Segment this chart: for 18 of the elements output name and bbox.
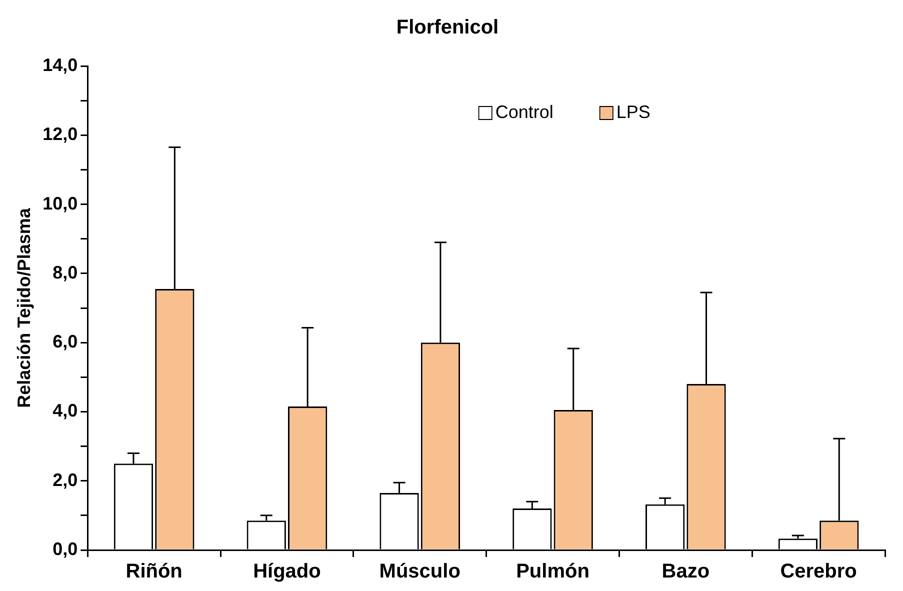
- x-tick-label: Bazo: [662, 560, 710, 583]
- legend-label: LPS: [616, 102, 650, 122]
- y-tick-label: 12,0: [42, 124, 78, 144]
- y-tick-label: 6,0: [52, 332, 78, 352]
- y-axis-title: Relación Tejido/Plasma: [14, 207, 34, 408]
- y-tick-label: 10,0: [42, 193, 78, 214]
- y-tick-label: 14,0: [42, 54, 78, 75]
- x-tick-label: Pulmón: [516, 560, 590, 583]
- x-tick-label: Cerebro: [780, 560, 857, 583]
- y-tick-label: 8,0: [52, 262, 78, 282]
- x-tick-label: Músculo: [379, 560, 460, 583]
- y-tick-label: 4,0: [52, 400, 78, 421]
- x-tick-label: Riñón: [126, 560, 182, 583]
- y-tick-label: 2,0: [52, 470, 78, 490]
- y-tick-label: 0,0: [52, 538, 78, 559]
- chart-title: Florfenicol: [396, 16, 499, 39]
- x-tick-label: Hígado: [253, 560, 321, 583]
- legend-label: Control: [495, 102, 554, 122]
